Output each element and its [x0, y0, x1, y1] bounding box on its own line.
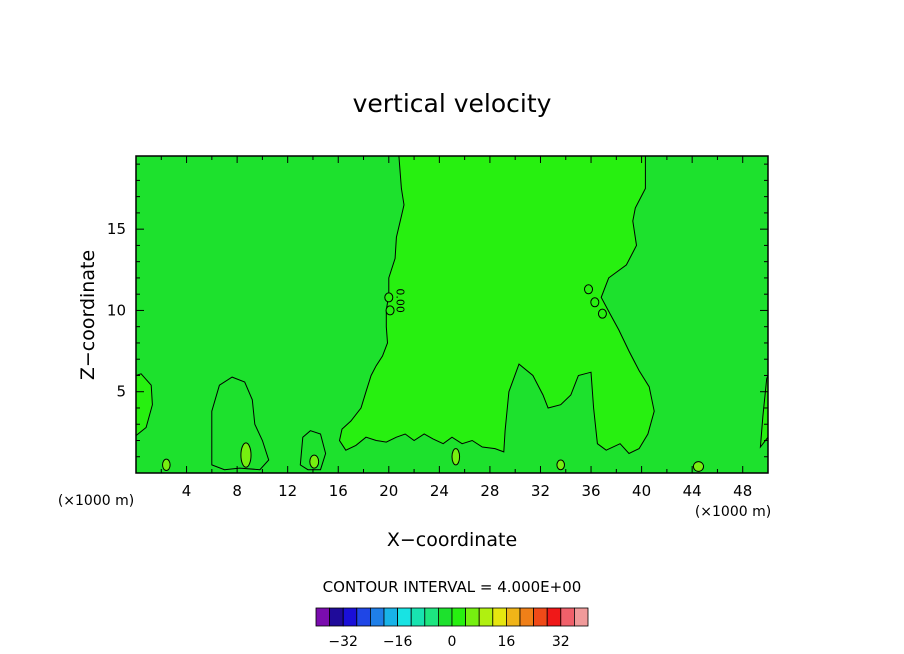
colorbar-tick-label: 0	[448, 634, 457, 650]
y-tick-label: 5	[116, 383, 126, 401]
colorbar-swatch	[492, 607, 507, 627]
colorbar-swatch	[410, 607, 426, 627]
x-tick-label: 44	[683, 482, 702, 500]
colorbar-swatch	[560, 607, 575, 627]
colorbar-swatch	[519, 607, 535, 627]
contour-loop-2	[584, 284, 594, 295]
contour-cell-0	[240, 442, 252, 468]
colorbar-tick-label: −16	[383, 634, 413, 650]
colorbar-tick-label: −32	[328, 634, 358, 650]
plot-frame	[135, 155, 769, 474]
contour-interval-text: CONTOUR INTERVAL = 4.000E+00	[323, 578, 582, 596]
x-tick-label: 36	[581, 482, 600, 500]
colorbar-swatch	[465, 607, 480, 627]
contour-cell-5	[556, 459, 565, 471]
colorbar-swatch	[546, 607, 562, 627]
colorbar: −32 −16 0 16 32	[315, 607, 589, 650]
contour-loop-1	[385, 305, 395, 316]
colorbar-swatch	[574, 607, 589, 627]
colorbar-swatch	[383, 607, 399, 627]
colorbar-swatch	[424, 607, 439, 627]
x-tick-label: 8	[232, 482, 242, 500]
colorbar-swatch	[437, 607, 453, 627]
x-axis-label: X−coordinate	[387, 529, 517, 551]
contour-label: 0.00	[393, 288, 406, 313]
colorbar-swatch	[369, 607, 385, 627]
contour-loop-3	[590, 297, 600, 308]
x-tick-label: 12	[278, 482, 297, 500]
y-tick-label: 15	[107, 220, 126, 238]
x-unit-label-right: (×1000 m)	[695, 504, 771, 520]
contour-loop-4	[597, 308, 607, 319]
contour-blob-x14	[299, 430, 327, 471]
x-tick-label: 24	[430, 482, 449, 500]
chart-title: vertical velocity	[353, 89, 552, 118]
contour-loop-0	[384, 292, 394, 303]
x-tick-label: 40	[632, 482, 651, 500]
x-tick-label: 20	[379, 482, 398, 500]
colorbar-swatch	[533, 607, 548, 627]
colorbar-swatch	[505, 607, 521, 627]
colorbar-tick-label: 16	[497, 634, 515, 650]
colorbar-swatch	[397, 607, 412, 627]
colorbar-swatch	[451, 607, 467, 627]
colorbar-swatch	[329, 607, 344, 627]
y-tick-label: 10	[107, 301, 126, 319]
y-axis-label: Z−coordinate	[77, 250, 99, 380]
colorbar-swatch	[478, 607, 494, 627]
zero-region-fill	[339, 156, 655, 454]
x-tick-label: 4	[182, 482, 192, 500]
colorbar-swatch	[315, 607, 331, 627]
x-unit-label-left: (×1000 m)	[58, 493, 134, 509]
x-tick-label: 48	[733, 482, 752, 500]
contour-cell-3	[162, 458, 171, 472]
contour-cell-2	[451, 448, 461, 466]
zero-contour-line	[338, 155, 655, 455]
contour-cell-1	[309, 454, 320, 469]
x-tick-label: 16	[329, 482, 348, 500]
x-tick-label: 28	[480, 482, 499, 500]
colorbar-swatch	[356, 607, 371, 627]
contour-blob-x8	[211, 376, 270, 471]
contour-cell-4	[692, 461, 705, 472]
colorbar-swatch	[342, 607, 358, 627]
colorbar-tick-label: 32	[552, 634, 570, 650]
x-tick-label: 32	[531, 482, 550, 500]
